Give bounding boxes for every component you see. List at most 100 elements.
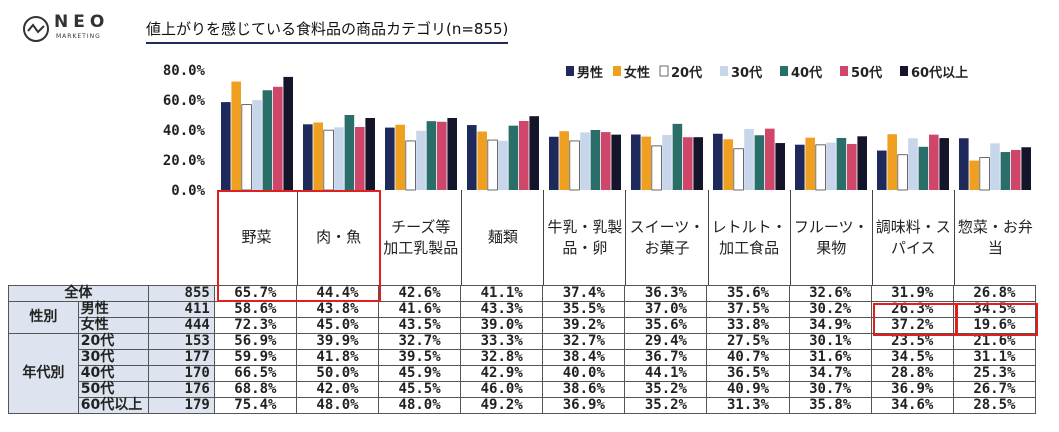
table-cell: 32.8% xyxy=(460,349,544,366)
table-cell: 45.0% xyxy=(295,317,380,334)
bar-20代-6 xyxy=(733,148,744,191)
row-n-value: 444 xyxy=(147,317,215,334)
row-n-value: 170 xyxy=(147,365,215,382)
legend-swatch xyxy=(613,66,621,76)
legend-swatch xyxy=(720,66,728,76)
table-row: 60代以上 179 75.4% 48.0% 48.0% 49.2% 36.9% 35.2% 31… xyxy=(9,397,1037,414)
row-sub-label: 30代 xyxy=(77,349,149,366)
table-cell: 32.6% xyxy=(788,285,872,302)
table-cell: 37.0% xyxy=(624,301,708,318)
table-cell: 31.3% xyxy=(706,397,790,414)
table-row: 30代 177 59.9% 41.8% 39.5% 32.8% 38.4% 36.7% 40.7… xyxy=(9,349,1037,366)
bar-50代-5 xyxy=(683,137,693,190)
category-label: チーズ等 加工乳製品 xyxy=(380,190,463,285)
bar-40代-8 xyxy=(918,146,929,190)
legend-label: 男性 xyxy=(577,65,603,81)
category-label: スイーツ・ お菓子 xyxy=(626,190,709,285)
row-n-value: 855 xyxy=(147,285,215,302)
table-cell: 41.1% xyxy=(460,285,544,302)
row-sub-label: 40代 xyxy=(77,365,149,382)
category-label: 野菜 xyxy=(216,190,299,285)
table-cell: 40.7% xyxy=(706,349,790,366)
legend-swatch xyxy=(840,66,848,76)
table-cell: 34.5% xyxy=(952,301,1037,318)
table-cell: 31.1% xyxy=(952,349,1037,366)
bar-60代以上-6 xyxy=(775,143,785,190)
table-cell: 33.8% xyxy=(706,317,790,334)
row-group-label: 年代別 xyxy=(8,333,79,414)
table-cell: 48.0% xyxy=(378,397,462,414)
table-row: 女性 444 72.3% 45.0% 43.5% 39.0% 39.2% 35.6% 33.8%… xyxy=(9,317,1037,334)
chart-title: 値上がりを感じている食料品の商品カテゴリ(n=855) xyxy=(146,18,509,44)
bar-20代-9 xyxy=(979,157,990,191)
bar-男性-3 xyxy=(467,125,477,190)
row-n-value: 179 xyxy=(147,397,215,414)
y-tick-label: 20.0% xyxy=(163,153,206,169)
table-cell: 41.6% xyxy=(378,301,462,318)
bar-女性-7 xyxy=(805,137,815,190)
bar-50代-7 xyxy=(847,143,857,190)
table-cell: 32.7% xyxy=(378,333,462,350)
table-cell: 39.5% xyxy=(378,349,462,366)
table-cell: 36.3% xyxy=(624,285,708,302)
bar-20代-2 xyxy=(405,140,416,191)
legend-swatch xyxy=(566,66,574,76)
table-cell: 39.0% xyxy=(460,317,544,334)
row-group-label: 性別 xyxy=(8,301,79,334)
table-cell: 35.5% xyxy=(542,301,626,318)
bar-女性-2 xyxy=(395,124,405,190)
table-cell: 34.7% xyxy=(788,365,872,382)
bar-30代-6 xyxy=(744,128,754,190)
table-cell: 34.5% xyxy=(870,349,954,366)
legend-swatch xyxy=(659,65,669,77)
table-cell: 43.3% xyxy=(460,301,544,318)
row-sub-label: 60代以上 xyxy=(77,397,149,414)
bar-60代以上-7 xyxy=(857,136,867,190)
bar-30代-8 xyxy=(908,138,918,190)
bar-60代以上-4 xyxy=(611,134,621,190)
bar-男性-9 xyxy=(959,138,969,190)
bar-男性-2 xyxy=(385,127,395,190)
bar-30代-2 xyxy=(416,130,426,190)
table-cell: 26.3% xyxy=(870,301,954,318)
legend-label: 40代 xyxy=(791,65,822,81)
table-cell: 43.8% xyxy=(295,301,380,318)
bar-30代-3 xyxy=(498,140,508,190)
bar-女性-6 xyxy=(723,139,733,190)
table-cell: 35.2% xyxy=(624,381,708,398)
table-cell: 31.9% xyxy=(870,285,954,302)
bar-女性-5 xyxy=(641,136,651,190)
bar-30代-0 xyxy=(252,100,262,190)
bar-40代-6 xyxy=(754,135,765,190)
table-row: 全体 855 65.7% 44.4% 42.6% 41.1% 37.4% 36.3% 35.6%… xyxy=(8,285,1037,302)
bar-40代-1 xyxy=(344,115,355,190)
table-cell: 37.4% xyxy=(542,285,626,302)
bar-男性-1 xyxy=(303,124,313,190)
bar-20代-7 xyxy=(815,144,826,191)
logo-circle-icon xyxy=(23,16,49,42)
bar-女性-9 xyxy=(969,160,979,190)
table-cell: 26.7% xyxy=(952,381,1037,398)
y-tick-label: 60.0% xyxy=(163,93,206,109)
table-cell: 35.6% xyxy=(624,317,708,334)
table-cell: 35.8% xyxy=(788,397,872,414)
bar-40代-0 xyxy=(262,90,273,190)
y-axis: 0.0% 20.0% 40.0% 60.0% 80.0% xyxy=(163,63,206,199)
bar-40代-5 xyxy=(672,123,683,190)
bar-20代-1 xyxy=(323,129,334,191)
bar-女性-8 xyxy=(887,134,897,190)
bars xyxy=(221,76,1031,191)
bar-20代-5 xyxy=(651,145,662,191)
table-cell: 41.8% xyxy=(295,349,380,366)
y-tick-label: 80.0% xyxy=(163,63,206,79)
table-cell: 19.6% xyxy=(952,317,1037,334)
legend-label: 女性 xyxy=(624,65,650,81)
bar-30代-4 xyxy=(580,132,590,190)
row-sub-label: 20代 xyxy=(77,333,149,350)
row-group-label: 全体 xyxy=(8,285,149,302)
table-cell: 42.9% xyxy=(460,365,544,382)
table-cell: 72.3% xyxy=(213,317,297,334)
table-cell: 40.9% xyxy=(706,381,790,398)
table-cell: 26.8% xyxy=(952,285,1037,302)
bar-40代-4 xyxy=(590,130,601,190)
